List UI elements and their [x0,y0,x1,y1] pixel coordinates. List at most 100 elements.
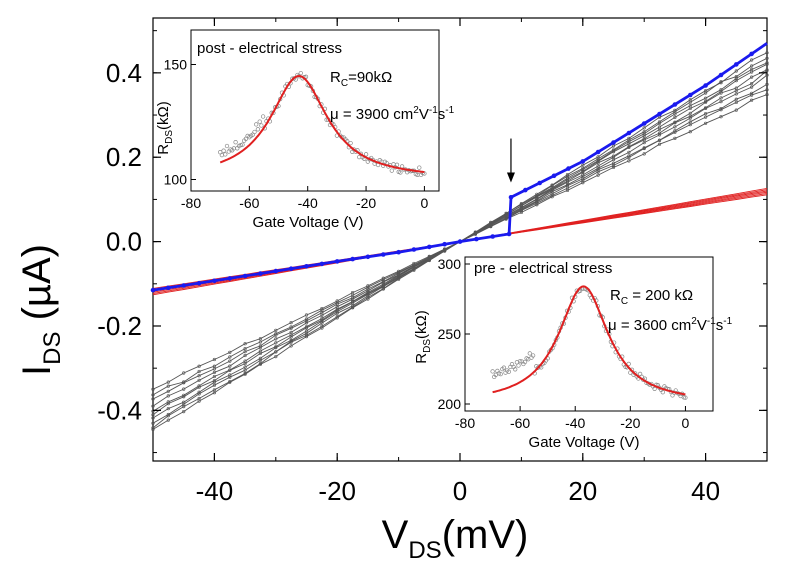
gray-point [228,364,232,368]
data-point [298,70,303,76]
gray-point [734,69,738,73]
blue-point [319,261,325,267]
gray-point [734,78,738,83]
gray-point [151,416,155,420]
gray-point [381,287,385,291]
inset-x-tick-label: -60 [510,415,530,431]
gray-point [642,130,646,134]
inset-pre-xlabel: Gate Voltage (V) [529,434,640,451]
gray-point [565,188,570,192]
gray-point [596,164,600,168]
gray-point [765,92,769,97]
blue-point [688,92,693,98]
gray-point [182,410,186,414]
gray-point [642,132,646,136]
gray-point [519,202,524,206]
inset-pre-frame [464,256,714,412]
gray-point [749,98,754,102]
x-tick-label: 0 [453,476,467,506]
gray-point [734,97,738,101]
gray-point [719,81,723,85]
gray-point [166,402,170,406]
gray-point [212,391,216,395]
gray-point [657,131,662,135]
blue-point [288,266,294,272]
blue-point [672,102,678,107]
gray-point [258,351,263,356]
gray-point [734,100,738,104]
gray-point [719,96,723,100]
blue-point [150,287,156,293]
gray-point [673,129,677,133]
gray-point [749,85,754,89]
gray-point [749,93,754,97]
blue-point [566,166,571,171]
gray-point [289,335,293,339]
gray-point [703,89,708,93]
blue-point [427,244,432,250]
gray-point [243,342,247,346]
gray-point [197,399,201,403]
inset-y-tick-label: 150 [164,57,188,73]
data-point [527,351,532,356]
gray-point [565,176,570,180]
gray-point [550,183,554,187]
gray-point [412,268,416,272]
blue-point [273,268,279,274]
gray-point [611,148,616,152]
gray-point [565,173,570,177]
data-point [417,165,422,170]
gray-point [765,68,769,72]
blue-point [657,111,662,117]
gray-point [596,155,600,159]
blue-point [537,180,542,186]
inset-post-ylabel: RDS(kΩ) [155,101,175,154]
data-point [652,386,657,391]
gray-point [749,58,754,62]
gray-point [381,280,385,284]
inset-post-mu: μ = 3900 cm2V-1s-1 [330,105,455,123]
data-point [681,395,686,400]
inset-x-tick-label: -80 [181,195,201,211]
blue-point [718,72,724,78]
gray-point [197,374,201,378]
data-point [363,152,369,157]
gray-point [197,369,201,374]
gray-point [489,220,493,224]
gray-point [274,337,278,341]
gray-point [228,368,232,372]
gray-point [765,73,769,77]
x-tick-label: -20 [318,476,356,506]
gray-point [320,326,324,330]
gray-point [703,115,708,119]
gray-point [212,380,216,384]
gray-point [749,81,754,86]
gray-point [611,161,616,165]
data-point [221,148,226,153]
gray-point [703,96,708,100]
gray-point [212,367,216,371]
gray-point [688,130,692,134]
gray-point [581,163,585,167]
gray-point [258,362,263,366]
gray-point [673,115,677,119]
gray-point [243,353,247,358]
gray-point [657,133,662,137]
transition-arrow-icon [506,138,515,183]
blue-point [227,276,233,281]
gray-point [581,177,585,181]
data-point [260,114,266,119]
main-plot: -40 -20 0 20 40 -0.4 -0.2 0.0 0.2 0.4 IDS (µA) VD… [15,17,769,564]
y-tick-label: 0.4 [106,58,142,88]
gray-point [243,365,247,369]
gray-point [212,357,216,362]
blue-point [457,239,463,244]
gray-point [596,173,600,177]
gray-point [289,340,293,344]
blue-point [350,256,355,262]
y-tick-label: 0.2 [106,142,142,172]
inset-y-tick-label: 250 [438,326,462,342]
gray-point [642,134,646,138]
gray-point [197,392,201,396]
data-point [255,127,261,132]
